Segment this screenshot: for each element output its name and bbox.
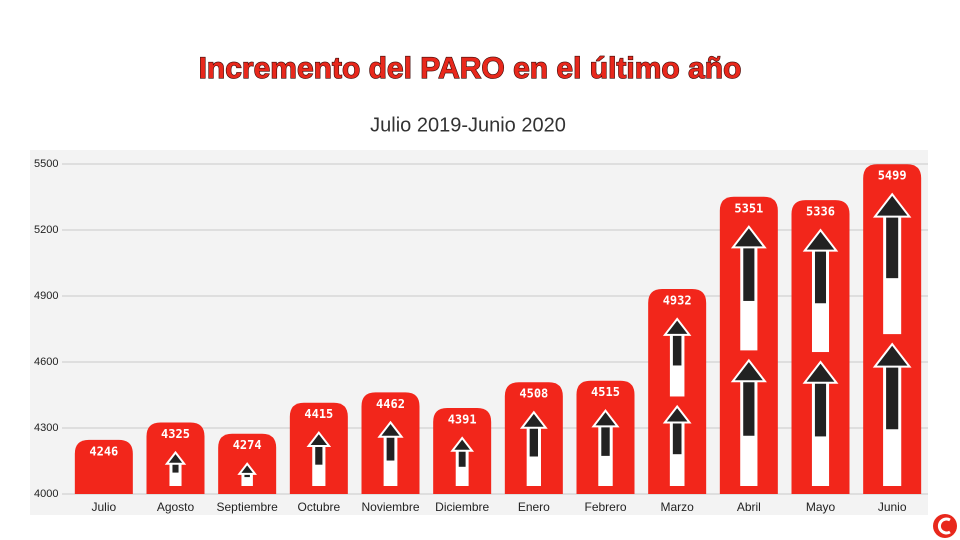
arrow-core — [743, 381, 755, 436]
arrow-core — [886, 366, 899, 430]
arrow-core — [743, 247, 755, 301]
arrow-core — [672, 334, 682, 366]
arrow-head — [730, 358, 767, 383]
y-tick-label: 4000 — [34, 488, 58, 500]
arrow-core — [814, 382, 827, 437]
value-label: 4415 — [304, 407, 333, 421]
arrow-head — [164, 450, 187, 465]
value-label: 4515 — [591, 385, 620, 399]
x-tick-label: Marzo — [660, 500, 694, 514]
bar — [74, 439, 133, 494]
value-label: 4274 — [233, 438, 262, 452]
logo-circle — [933, 514, 957, 538]
chart-title: Incremento del PARO en el último año — [199, 52, 742, 85]
value-label: 5499 — [878, 169, 907, 183]
logo — [933, 514, 957, 538]
x-tick-label: Septiembre — [216, 500, 278, 514]
x-tick-label: Junio — [878, 500, 907, 514]
arrow-core — [172, 463, 179, 473]
arrow-core — [672, 422, 682, 455]
value-label: 5351 — [734, 201, 763, 215]
arrow-core — [529, 427, 538, 457]
arrow-head — [450, 436, 475, 452]
arrow-shaft — [241, 469, 253, 486]
arrow-core — [601, 426, 610, 456]
value-label: 4462 — [376, 397, 405, 411]
chart-subtitle: Julio 2019-Junio 2020 — [370, 114, 566, 136]
y-tick-label: 4900 — [34, 290, 58, 302]
arrow-core — [814, 250, 827, 304]
x-tick-label: Mayo — [806, 500, 836, 514]
arrow-core — [458, 450, 466, 467]
arrow-head — [377, 420, 404, 438]
x-tick-label: Abril — [737, 500, 761, 514]
arrow-core — [386, 436, 395, 461]
arrow-head — [306, 431, 332, 448]
value-label: 4508 — [519, 387, 548, 401]
value-label: 4391 — [448, 412, 477, 426]
arrow-head — [872, 192, 912, 218]
arrow-head — [591, 409, 620, 428]
x-tick-label: Enero — [518, 500, 550, 514]
logo-mark — [937, 517, 951, 535]
arrow-head — [802, 360, 839, 384]
y-tick-label: 4600 — [34, 356, 58, 368]
arrow-core — [315, 446, 323, 465]
arrow-head — [872, 342, 912, 368]
x-tick-label: Agosto — [157, 500, 195, 514]
arrow-head — [519, 410, 548, 429]
value-label: 4932 — [663, 293, 692, 307]
arrow-core — [886, 216, 899, 279]
arrow-head — [802, 228, 839, 252]
y-tick-label: 5500 — [34, 158, 58, 170]
arrow-head — [237, 462, 257, 475]
x-tick-label: Diciembre — [435, 500, 489, 514]
x-tick-label: Octubre — [297, 500, 340, 514]
arrow-head — [662, 404, 692, 424]
arrow-head — [662, 317, 692, 336]
x-tick-label: Noviembre — [361, 500, 419, 514]
value-label: 5336 — [806, 205, 835, 219]
value-label: 4246 — [89, 444, 118, 458]
y-tick-label: 4300 — [34, 422, 58, 434]
value-label: 4325 — [161, 427, 190, 441]
x-tick-label: Julio — [91, 500, 116, 514]
arrow-head — [730, 225, 767, 249]
arrow-core — [244, 473, 250, 478]
y-tick-label: 5200 — [34, 224, 58, 236]
x-tick-label: Febrero — [584, 500, 626, 514]
